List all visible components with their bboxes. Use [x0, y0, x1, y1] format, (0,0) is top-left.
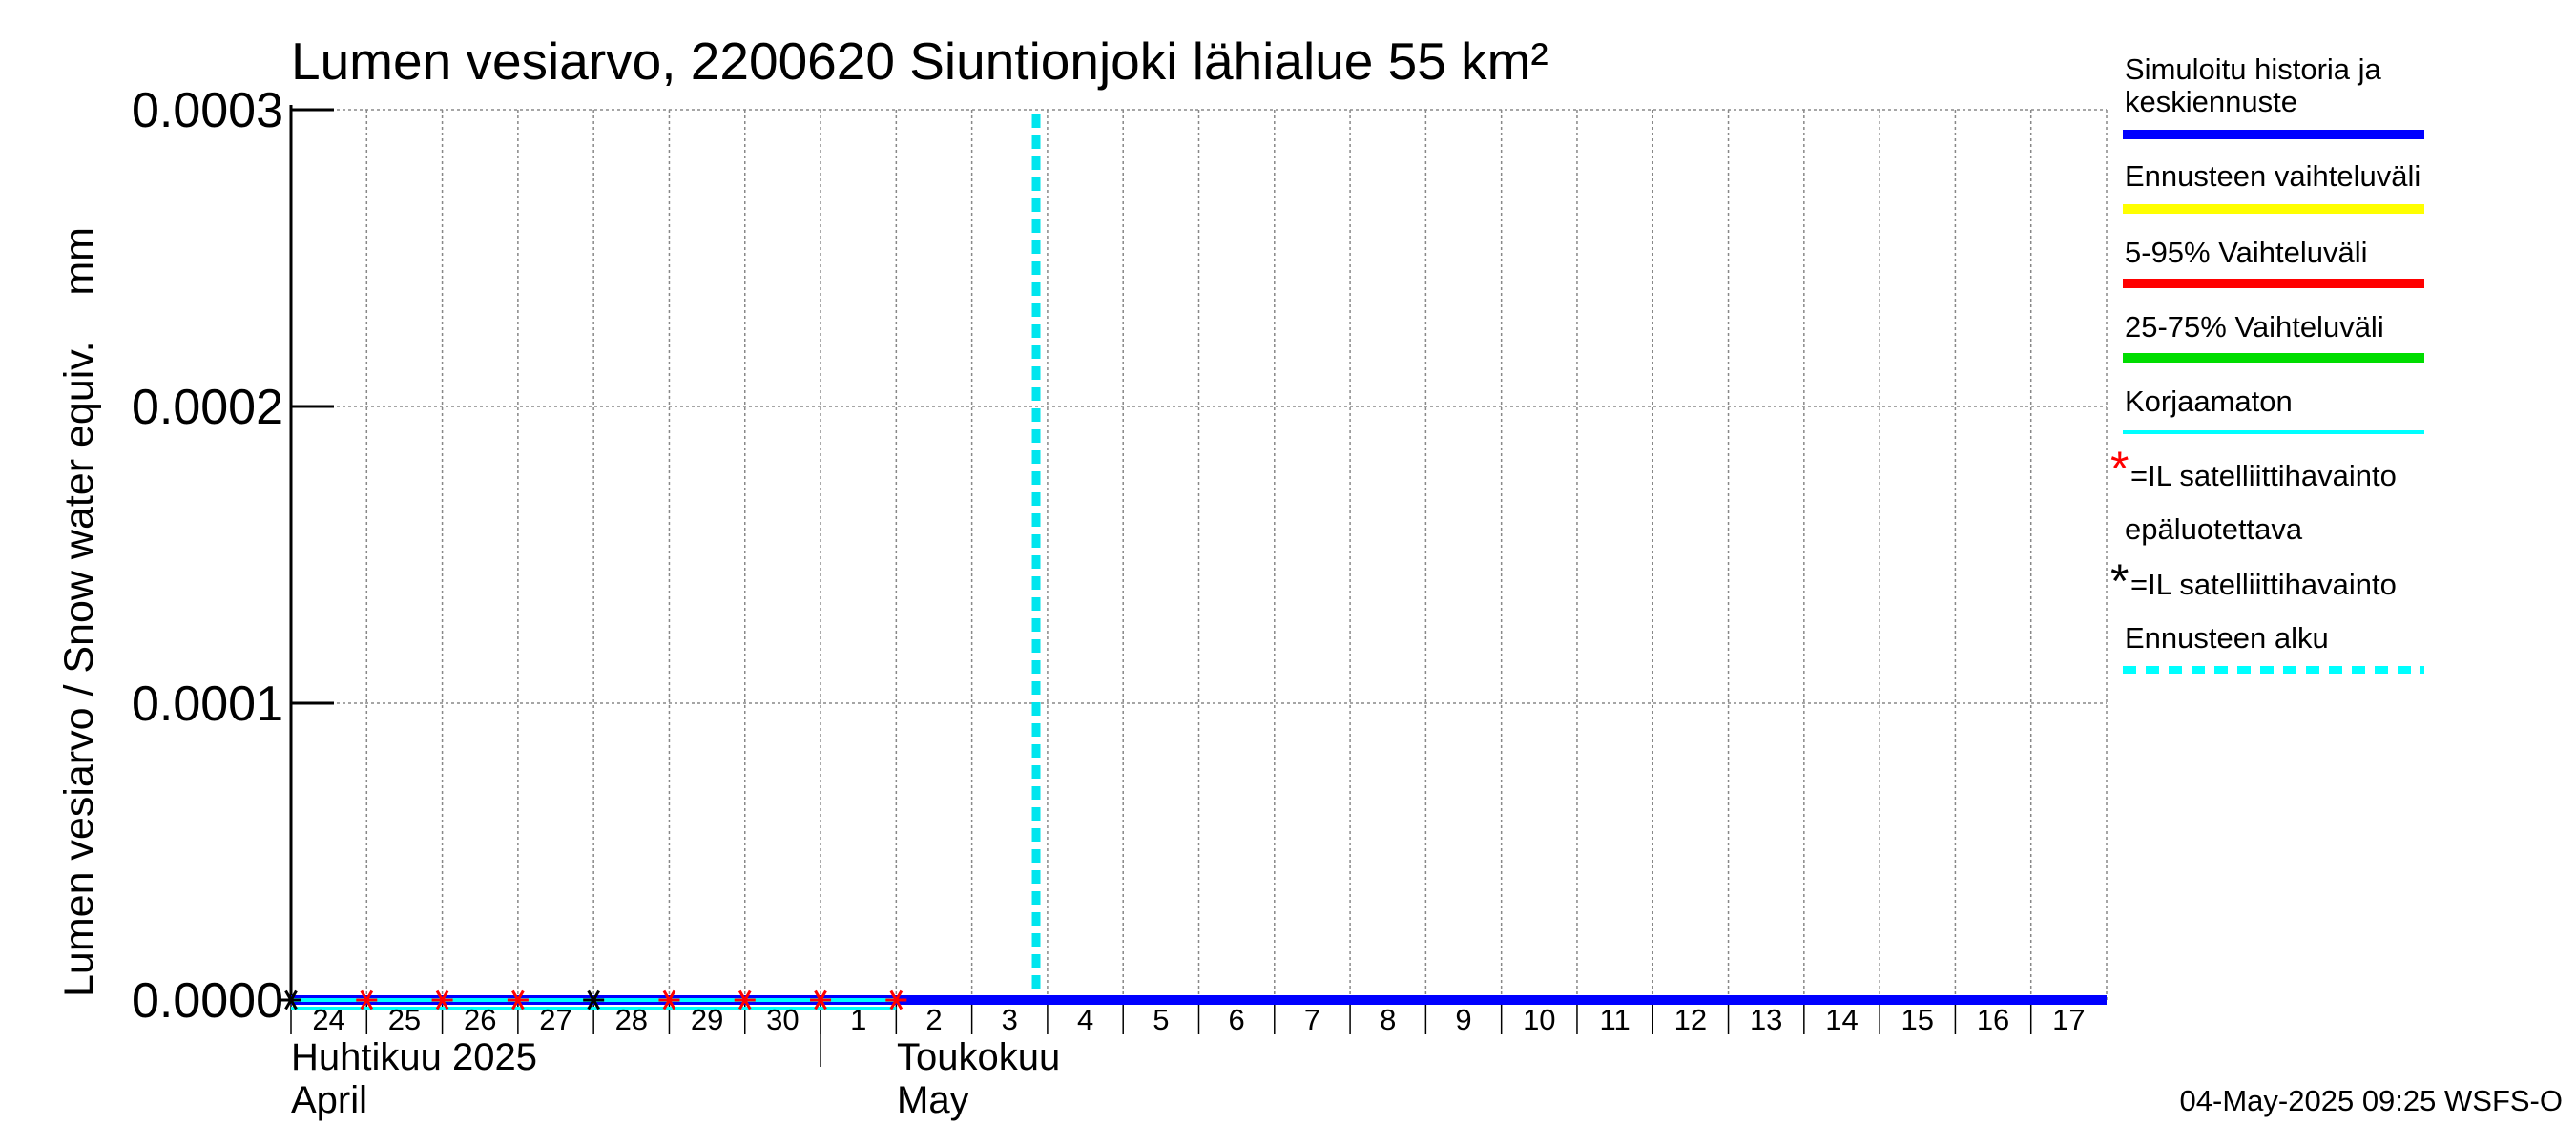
legend-label-forecast-start: Ennusteen alku — [2125, 621, 2329, 655]
legend-line-uncorrected — [2123, 430, 2424, 434]
chart-title: Lumen vesiarvo, 2200620 Siuntionjoki läh… — [291, 31, 1548, 91]
legend-label-uncorrected: Korjaamaton — [2125, 385, 2293, 418]
x-tick-label: 2 — [925, 1003, 942, 1036]
x-tick-label: 10 — [1523, 1003, 1555, 1036]
observation-marker-reliable-stroke — [889, 989, 904, 1010]
observation-marker-reliable — [507, 989, 529, 1010]
x-tick-label: 25 — [388, 1003, 421, 1036]
observation-marker-reliable — [734, 989, 756, 1010]
timestamp: 04-May-2025 09:25 WSFS-O — [2179, 1084, 2563, 1117]
grid-lines — [291, 109, 2108, 1000]
observation-marker-reliable — [885, 989, 907, 1010]
legend-label-unreliable: epäluotettava — [2125, 512, 2303, 546]
observation-marker-unreliable — [280, 989, 301, 1010]
observation-marker-reliable-stroke — [511, 989, 525, 1010]
observation-marker-reliable-stroke — [662, 989, 676, 1010]
observation-markers — [280, 989, 907, 1010]
legend-label-satellite-observation-unreliable: =IL satelliittihavainto — [2130, 568, 2397, 601]
legend-red-star-icon: * — [2110, 442, 2129, 495]
x-tick-label: 3 — [1002, 1003, 1018, 1036]
legend-line-forecast-start — [2123, 666, 2424, 674]
x-tick-label: 5 — [1153, 1003, 1169, 1036]
x-tick-label: 9 — [1455, 1003, 1471, 1036]
x-tick-label: 17 — [2052, 1003, 2085, 1036]
x-tick-label: 4 — [1077, 1003, 1093, 1036]
x-tick-label: 1 — [850, 1003, 866, 1036]
month-label-en: April — [291, 1079, 367, 1121]
x-tick-label: 26 — [464, 1003, 496, 1036]
y-tick-label: 0.0003 — [132, 83, 283, 138]
legend-line-5-95 — [2123, 279, 2424, 288]
observation-marker-reliable — [658, 989, 680, 1010]
x-tick-label: 16 — [1977, 1003, 2009, 1036]
month-label-en: May — [897, 1079, 969, 1121]
observation-marker-unreliable-stroke — [284, 989, 298, 1010]
legend-label-25-75: 25-75% Vaihteluväli — [2125, 310, 2384, 344]
x-tick-label: 24 — [312, 1003, 344, 1036]
observation-marker-unreliable — [583, 989, 605, 1010]
observation-marker-reliable — [810, 989, 832, 1010]
observation-marker-reliable — [431, 989, 453, 1010]
x-tick-label: 13 — [1750, 1003, 1782, 1036]
observation-marker-unreliable-stroke — [587, 989, 600, 1010]
legend-label-forecast-range: Ennusteen vaihteluväli — [2125, 159, 2421, 193]
observation-marker-reliable — [356, 989, 378, 1010]
x-tick-label: 15 — [1901, 1003, 1934, 1036]
observation-marker-reliable-stroke — [737, 989, 752, 1010]
legend-label-simulated: Simuloitu historia ja keskiennuste — [2125, 52, 2381, 118]
legend-line-simulated — [2123, 130, 2424, 139]
observation-marker-reliable-stroke — [814, 989, 827, 1010]
legend-line-25-75 — [2123, 353, 2424, 363]
observation-marker-reliable-stroke — [435, 989, 449, 1010]
x-tick-label: 27 — [539, 1003, 571, 1036]
x-tick-label: 6 — [1229, 1003, 1245, 1036]
month-label-fi: Huhtikuu 2025 — [291, 1036, 537, 1078]
y-tick-label: 0.0002 — [132, 380, 283, 435]
x-tick-label: 11 — [1600, 1003, 1631, 1036]
legend-label-satellite-observation: =IL satelliittihavainto — [2130, 459, 2397, 492]
legend-label-5-95: 5-95% Vaihteluväli — [2125, 236, 2368, 269]
legend-line-forecast-range — [2123, 204, 2424, 214]
y-axis-label: Lumen vesiarvo / Snow water equiv. mm — [56, 227, 102, 997]
x-tick-label: 14 — [1825, 1003, 1858, 1036]
x-tick-label: 7 — [1304, 1003, 1320, 1036]
legend-black-star-icon: * — [2110, 554, 2129, 608]
month-label-fi: Toukokuu — [897, 1036, 1060, 1078]
observation-marker-reliable-stroke — [360, 989, 374, 1010]
x-tick-label: 12 — [1674, 1003, 1707, 1036]
x-tick-label: 28 — [615, 1003, 648, 1036]
x-tick-label: 29 — [691, 1003, 723, 1036]
y-tick-label: 0.0000 — [132, 973, 283, 1029]
x-tick-label: 30 — [766, 1003, 799, 1036]
x-tick-label: 8 — [1380, 1003, 1396, 1036]
y-tick-label: 0.0001 — [132, 677, 283, 732]
